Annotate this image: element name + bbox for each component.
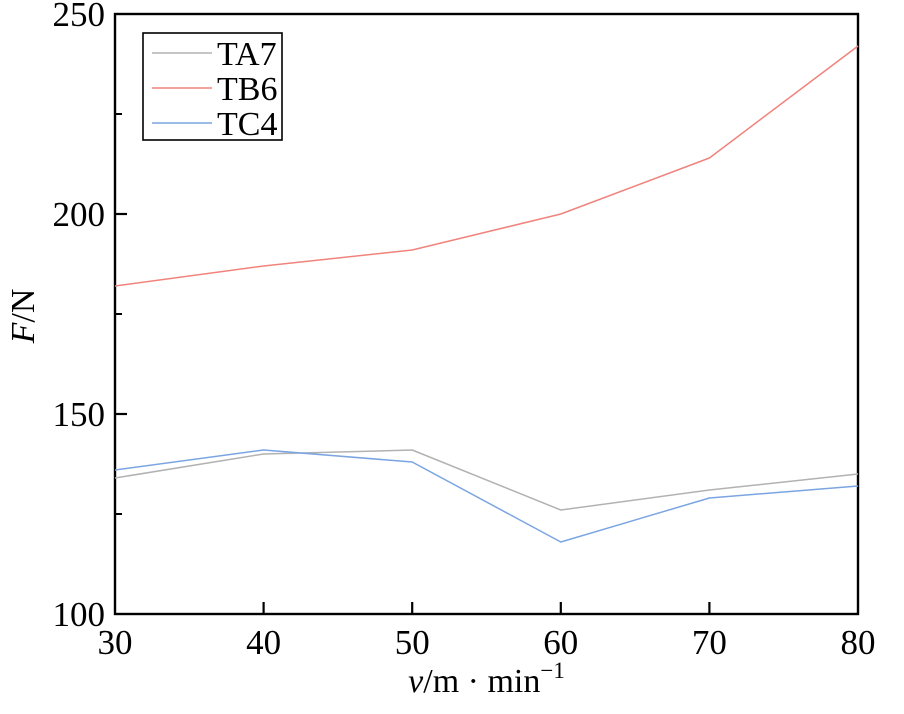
series-line-TC4	[114, 449, 859, 543]
legend-item-TC4: TC4	[152, 106, 277, 143]
y-tick-label: 200	[53, 195, 106, 234]
series-line-TB6	[114, 45, 859, 287]
y-tick-label: 250	[53, 0, 106, 34]
y-tick-label: 100	[53, 595, 106, 634]
x-tick-label: 70	[692, 623, 727, 662]
legend-box	[142, 32, 283, 141]
x-tick-label: 50	[395, 623, 430, 662]
legend-label: TA7	[217, 36, 277, 73]
x-axis-label: v/m · min−1	[408, 658, 565, 700]
x-tick-label: 40	[246, 623, 281, 662]
x-tick-label: 60	[543, 623, 578, 662]
y-tick-label: 150	[53, 395, 106, 434]
legend-label: TC4	[217, 106, 277, 143]
series-line-TA7	[114, 449, 859, 511]
legend-item-TA7: TA7	[152, 36, 277, 73]
legend-item-TB6: TB6	[152, 71, 277, 108]
x-tick-label: 80	[841, 623, 876, 662]
legend-label: TB6	[217, 71, 277, 108]
y-axis-label: F/N	[5, 289, 42, 345]
x-tick-label: 30	[98, 623, 133, 662]
